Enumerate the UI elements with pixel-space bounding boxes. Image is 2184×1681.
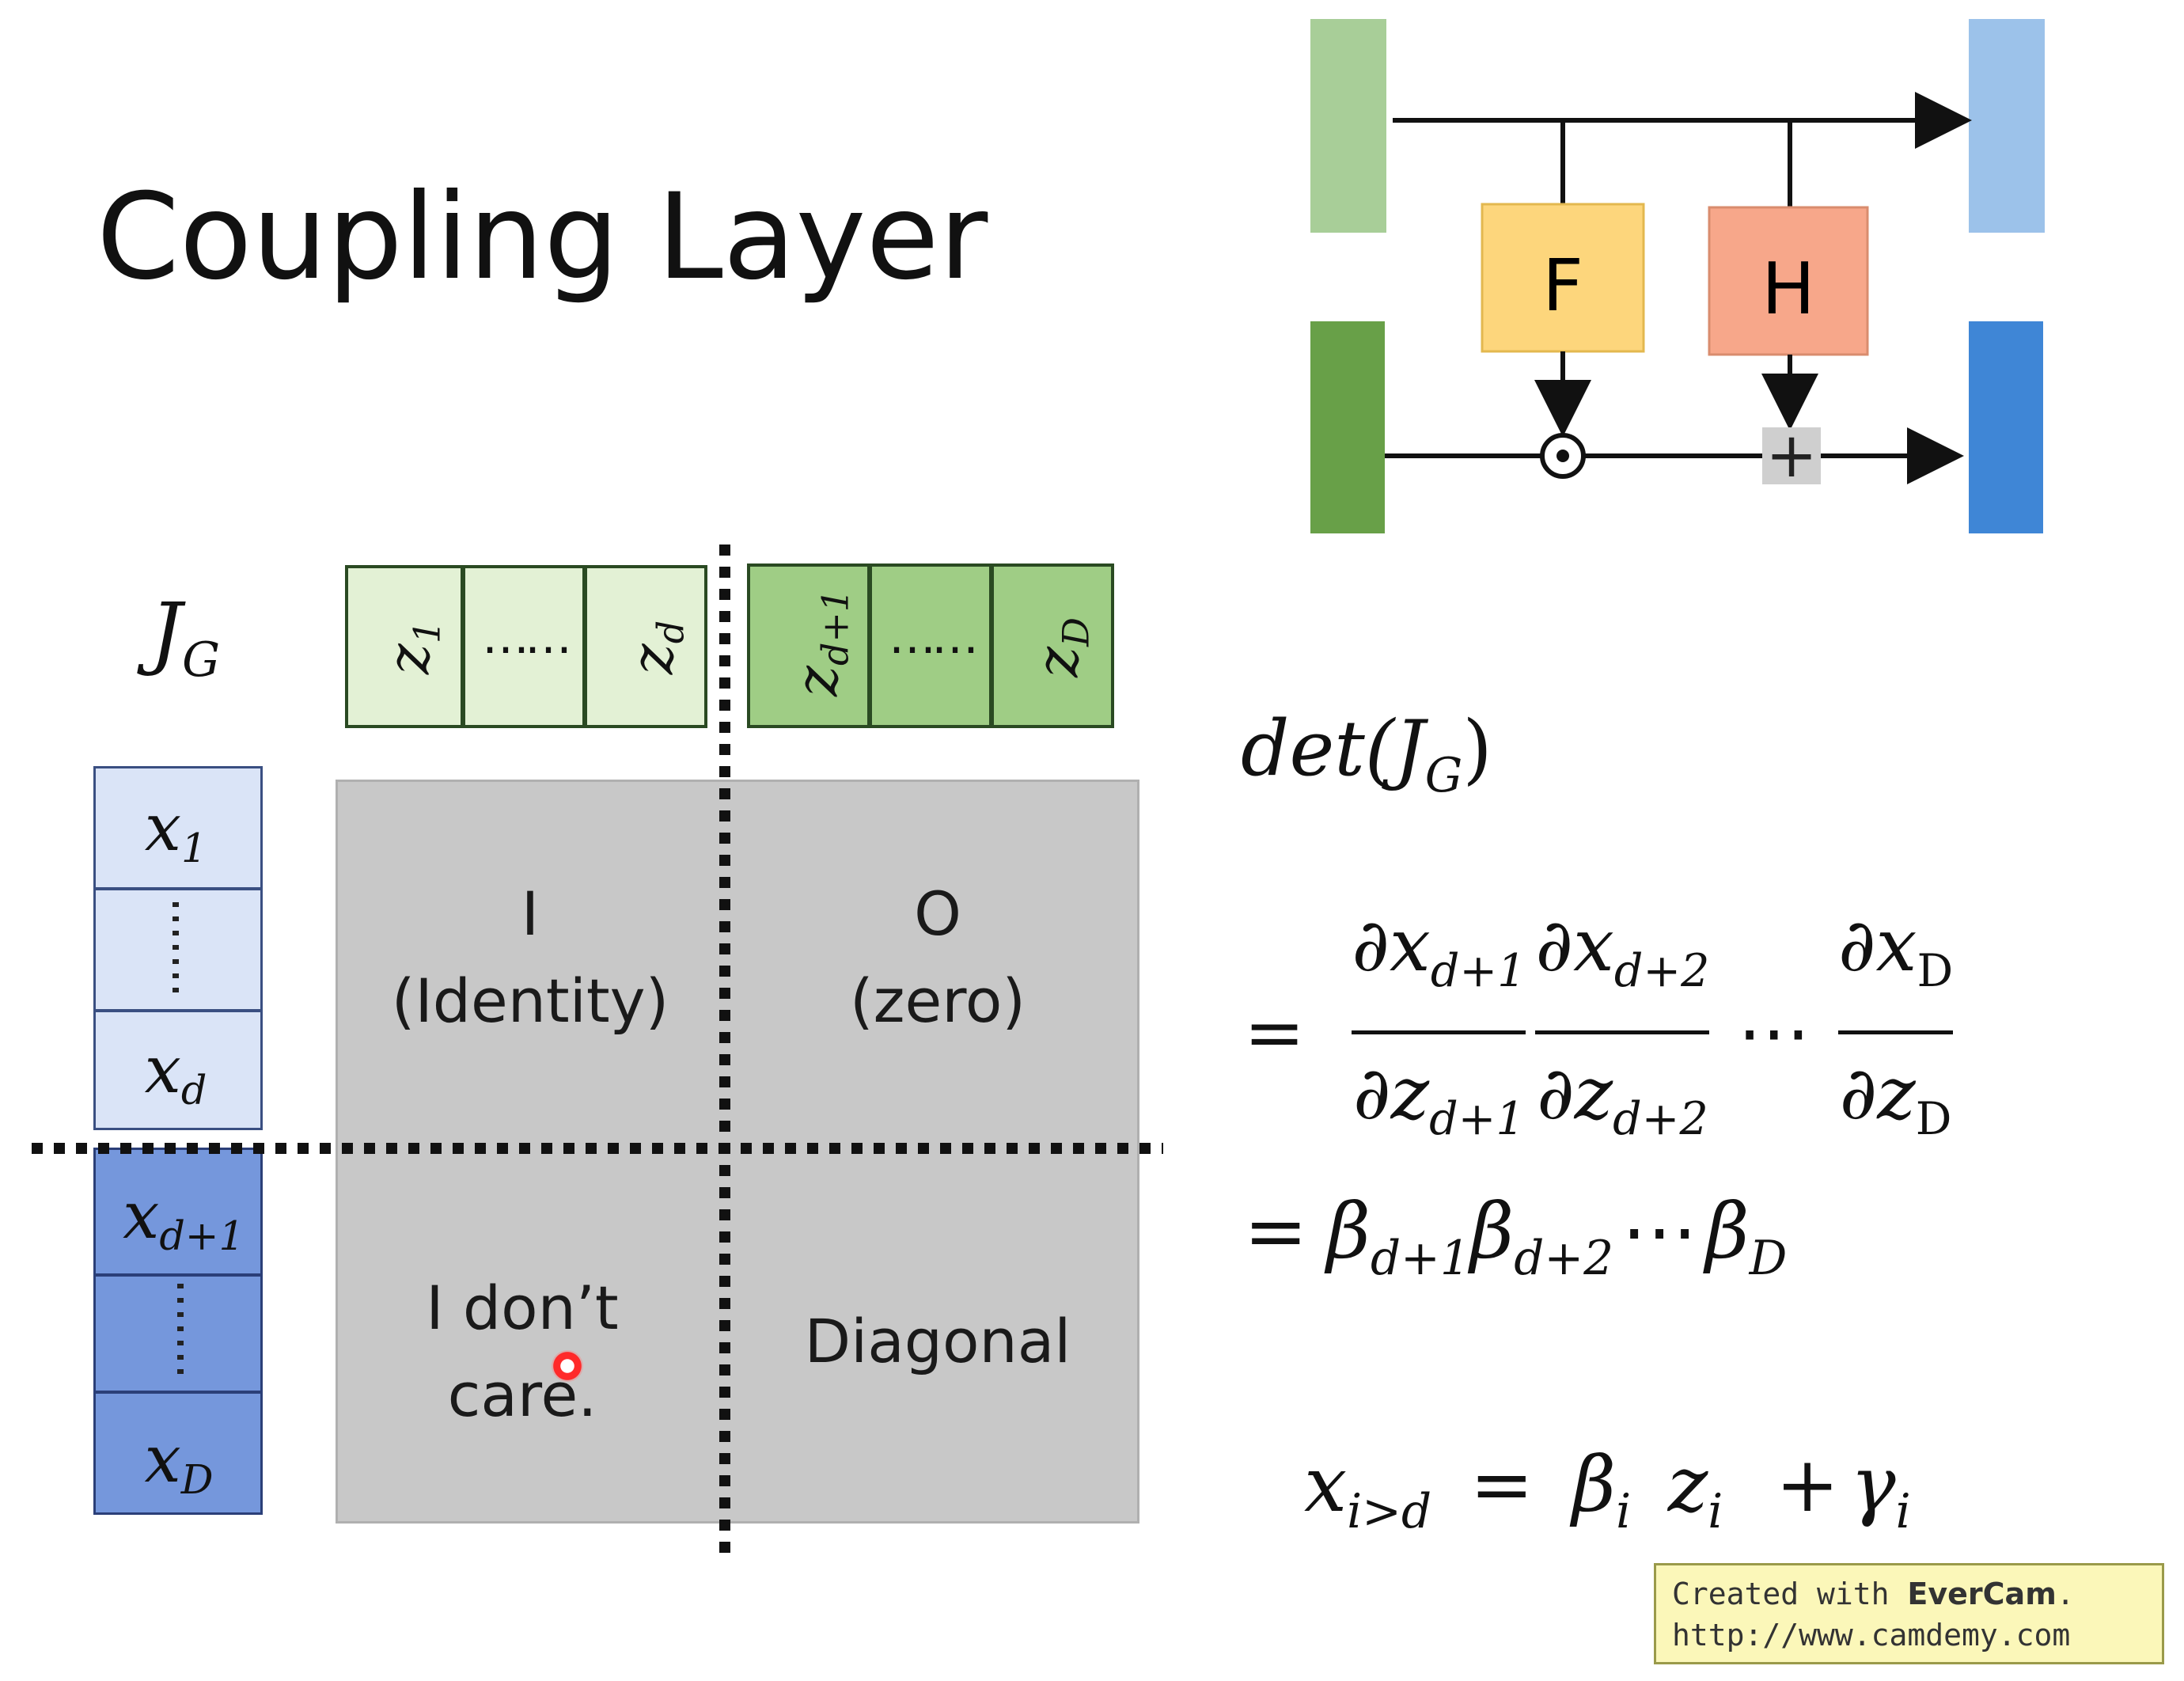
fraction-2: ∂xd+2 ∂zd+2 xyxy=(1535,886,1710,1178)
block-F xyxy=(1481,203,1645,353)
block-F-label: F xyxy=(1542,245,1583,328)
ratio-ellipsis: ⋯ xyxy=(1737,989,1811,1075)
output-block-lower xyxy=(1969,321,2043,533)
input-block-lower xyxy=(1310,321,1385,533)
coupling-rule-equation: xi>d = βi zi + γi xyxy=(1304,1440,1911,1539)
multiply-op-icon xyxy=(1540,433,1586,479)
x-label-D: xD xyxy=(144,1421,214,1504)
x-cell-5 xyxy=(93,1274,263,1393)
slide-title: Coupling Layer xyxy=(97,169,988,306)
quadrant-top-left-line1: I xyxy=(521,878,540,949)
x-label-d: xd xyxy=(144,1032,207,1114)
det-label: det(J xyxy=(1241,704,1425,793)
block-H-label: H xyxy=(1761,248,1815,331)
z-cell-6 xyxy=(991,563,1114,728)
z-dots-2: …… xyxy=(889,609,979,665)
input-block-upper xyxy=(1310,19,1386,233)
quadrant-bottom-left-line1: I don’t xyxy=(426,1273,619,1343)
evercam-watermark: Created with EverCam. http://www.camdemy… xyxy=(1654,1563,2164,1664)
det-close: ) xyxy=(1462,704,1492,793)
quadrant-bottom-left: I don’t care. xyxy=(340,1265,704,1439)
x-cell-3 xyxy=(93,1010,263,1130)
coupling-diagram: F H + xyxy=(1310,19,2045,533)
z-label-d: zd xyxy=(618,620,692,675)
ratio-equals: = xyxy=(1244,989,1306,1075)
jacobian-label: JG xyxy=(150,586,220,688)
x-cell-4 xyxy=(93,1148,263,1276)
z-label-D: zD xyxy=(1023,617,1098,677)
svg-text:+: + xyxy=(1765,420,1817,491)
z-dots-1: …… xyxy=(482,609,572,665)
quadrant-bottom-left-line2: care. xyxy=(447,1360,597,1430)
z-label-1: z1 xyxy=(374,620,449,675)
jacobian-label-main: J xyxy=(150,586,183,678)
x-cell-2 xyxy=(93,888,263,1011)
x-label-1: x1 xyxy=(144,790,207,872)
output-block-upper xyxy=(1969,19,2045,233)
watermark-line1: Created with EverCam. xyxy=(1672,1577,2075,1611)
quadrant-top-right-line2: (zero) xyxy=(849,966,1026,1036)
quadrant-bottom-right: Diagonal xyxy=(804,1306,1071,1376)
fraction-3: ∂xD ∂zD xyxy=(1837,886,1954,1178)
jacobian-label-sub: G xyxy=(182,632,221,688)
partial-ratio-equation: = ∂xd+1 ∂zd+1 ∂xd+2 ∂zd+2 ⋯ ∂xD ∂zD xyxy=(1244,886,1958,1178)
det-sub: G xyxy=(1424,748,1463,803)
x-label-d-plus-1: xd+1 xyxy=(123,1178,245,1260)
quadrant-top-left-line2: (Identity) xyxy=(391,966,669,1036)
add-op-icon: + xyxy=(1762,420,1821,491)
det-expression: det(JG) xyxy=(1241,704,1492,803)
fraction-1: ∂xd+1 ∂zd+1 xyxy=(1352,886,1526,1178)
watermark-line2: http://www.camdemy.com xyxy=(1672,1618,2071,1653)
z-cell-2 xyxy=(462,565,586,728)
beta-product-equation: = βd+1βd+2 ⋯ βD xyxy=(1244,1187,1788,1286)
z-cell-5 xyxy=(869,563,992,728)
cursor-pointer-icon xyxy=(552,1350,583,1382)
z-cell-3 xyxy=(584,565,707,728)
x-cell-6 xyxy=(93,1391,263,1515)
quadrant-top-right: O (zero) xyxy=(748,871,1128,1045)
z-label-d-plus-1: zd+1 xyxy=(783,589,857,696)
quadrant-top-right-line1: O xyxy=(914,878,961,949)
quadrant-top-left: I (Identity) xyxy=(348,871,712,1045)
beta-equals: = xyxy=(1244,1187,1308,1276)
